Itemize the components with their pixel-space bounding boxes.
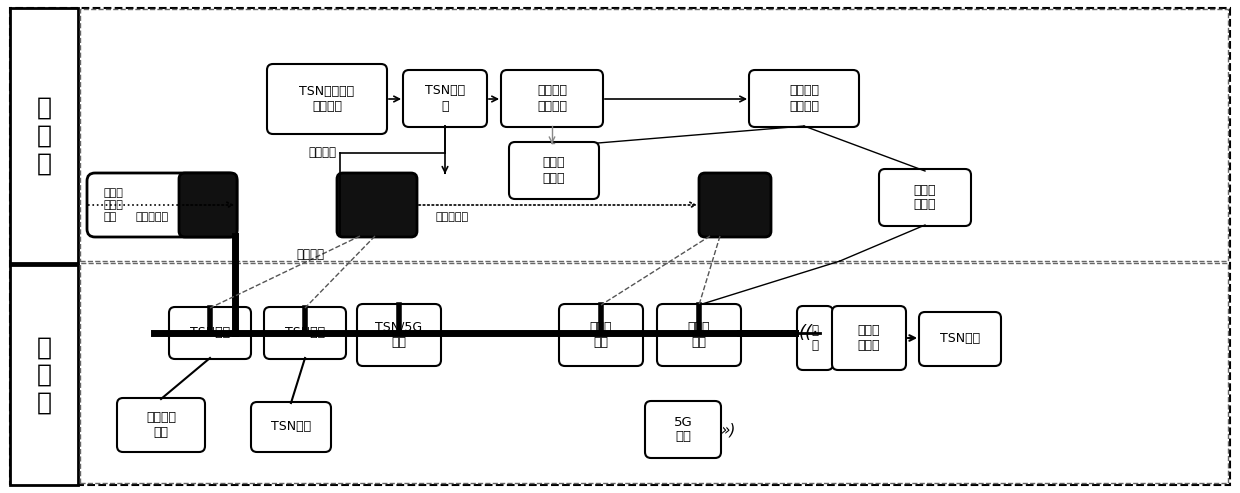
Text: TSN终端: TSN终端	[940, 332, 980, 346]
FancyBboxPatch shape	[357, 304, 441, 366]
Bar	[10, 8, 78, 263]
FancyBboxPatch shape	[559, 304, 644, 366]
Text: 可编程
逻辑控
制器: 可编程 逻辑控 制器	[104, 188, 124, 221]
FancyBboxPatch shape	[919, 312, 1001, 366]
Text: 接入网
模块: 接入网 模块	[688, 321, 711, 349]
Text: TSN用户设备
配置模块: TSN用户设备 配置模块	[299, 85, 355, 113]
Bar	[81, 263, 1228, 483]
Bar	[10, 265, 78, 485]
FancyBboxPatch shape	[87, 173, 237, 237]
Text: 5G
终端: 5G 终端	[673, 416, 692, 444]
FancyBboxPatch shape	[797, 306, 833, 370]
FancyBboxPatch shape	[264, 307, 346, 359]
Text: TSN转换
器: TSN转换 器	[425, 84, 465, 112]
Text: »): »)	[720, 423, 735, 437]
Text: 东西向接口: 东西向接口	[435, 212, 469, 222]
FancyBboxPatch shape	[657, 304, 742, 366]
Text: 统一数据
管理模块: 统一数据 管理模块	[789, 84, 818, 112]
Text: 东西向接口: 东西向接口	[136, 212, 169, 222]
Text: 接口适
配模块: 接口适 配模块	[858, 324, 880, 352]
Text: 北向接口: 北向接口	[308, 146, 336, 160]
FancyBboxPatch shape	[117, 398, 205, 452]
Text: 接入管
理模块: 接入管 理模块	[914, 183, 936, 211]
FancyBboxPatch shape	[501, 70, 603, 127]
Text: 南向接口: 南向接口	[296, 248, 324, 261]
Text: 网络功能
开放模块: 网络功能 开放模块	[537, 84, 567, 112]
FancyBboxPatch shape	[169, 307, 250, 359]
FancyBboxPatch shape	[337, 173, 417, 237]
Text: 用
户: 用 户	[811, 324, 818, 352]
FancyBboxPatch shape	[403, 70, 487, 127]
Text: TSN/5G
网关: TSN/5G 网关	[376, 321, 423, 349]
FancyBboxPatch shape	[508, 142, 599, 199]
Text: 控
制
面: 控 制 面	[36, 96, 52, 176]
Text: 用
户
面: 用 户 面	[36, 335, 52, 415]
Text: 策略控
制模块: 策略控 制模块	[543, 156, 565, 184]
Text: TSN终端: TSN终端	[270, 421, 311, 433]
Text: 用户面
模块: 用户面 模块	[590, 321, 613, 349]
Text: 现场总线
终端: 现场总线 终端	[146, 411, 176, 439]
FancyBboxPatch shape	[749, 70, 859, 127]
FancyBboxPatch shape	[879, 169, 971, 226]
FancyBboxPatch shape	[179, 173, 237, 237]
Text: ((·: ((·	[799, 324, 818, 342]
Bar	[81, 9, 1228, 261]
FancyBboxPatch shape	[250, 402, 331, 452]
FancyBboxPatch shape	[645, 401, 720, 458]
FancyBboxPatch shape	[267, 64, 387, 134]
Text: TSN网桥: TSN网桥	[285, 326, 325, 340]
FancyBboxPatch shape	[832, 306, 906, 370]
Text: TSN网桥: TSN网桥	[190, 326, 231, 340]
FancyBboxPatch shape	[699, 173, 771, 237]
